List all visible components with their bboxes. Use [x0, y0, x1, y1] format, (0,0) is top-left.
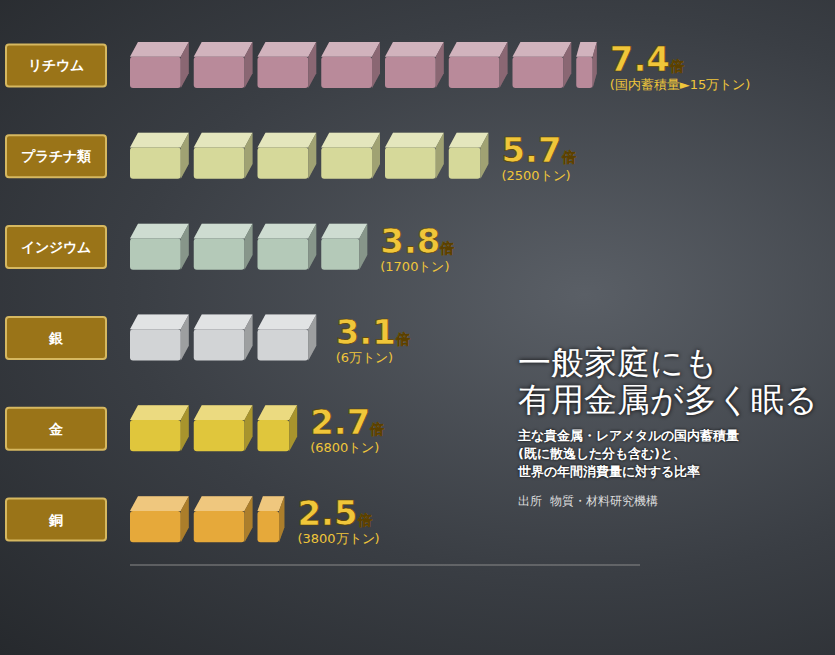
svg-text:(3800万トン): (3800万トン): [297, 531, 379, 546]
svg-text:3.8倍: 3.8倍: [380, 221, 454, 261]
svg-text:インジウム: インジウム: [21, 239, 91, 255]
html-text:主な貴金属・レアメタルの国内蓄積量 (既に散逸した分も含む): 主な貴金属・レアメタルの国内蓄積量 (既に散逸した分も含む)と、 世界の年間消費…: [518, 427, 739, 480]
svg-text:(1700トン): (1700トン): [380, 259, 449, 274]
svg-text:銅: 銅: [48, 512, 63, 528]
svg-text:7.4倍: 7.4倍: [610, 39, 684, 79]
svg-text:2.5倍: 2.5倍: [297, 493, 371, 533]
svg-text:(2500トン): (2500トン): [501, 168, 570, 183]
svg-text:(6800トン): (6800トン): [310, 440, 379, 455]
svg-text:(6万トン): (6万トン): [336, 350, 393, 365]
svg-text:3.1倍: 3.1倍: [336, 312, 410, 352]
svg-text:(国内蓄積量►15万トン): (国内蓄積量►15万トン): [610, 77, 751, 92]
html-text:出所 物質・材料研究機構: 出所 物質・材料研究機構: [518, 494, 658, 509]
svg-text:銀: 銀: [48, 330, 64, 346]
svg-text:金: 金: [48, 421, 64, 437]
html-text:一般家庭にも 有用金属が多く眠る: 一般家庭にも 有用金属が多く眠る: [518, 343, 818, 419]
svg-text:リチウム: リチウム: [28, 57, 84, 73]
svg-text:5.7倍: 5.7倍: [501, 130, 575, 170]
svg-text:プラチナ類: プラチナ類: [21, 148, 91, 164]
svg-text:2.7倍: 2.7倍: [310, 402, 384, 442]
